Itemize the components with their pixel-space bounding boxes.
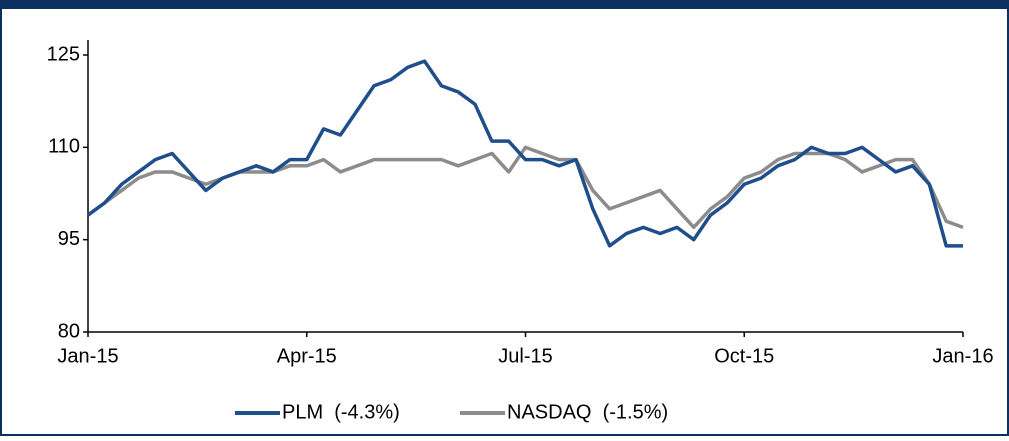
y-tick-label: 80 bbox=[58, 320, 80, 342]
y-tick-label: 110 bbox=[48, 136, 80, 158]
x-tick-label: Jan-16 bbox=[932, 345, 993, 367]
legend-label: PLM (-4.3%) bbox=[282, 401, 400, 423]
x-tick-label: Oct-15 bbox=[714, 345, 774, 367]
x-tick-label: Jan-15 bbox=[57, 345, 118, 367]
legend-label: NASDAQ (-1.5%) bbox=[507, 401, 668, 423]
header-bar bbox=[0, 0, 1009, 9]
series-line bbox=[86, 59, 963, 248]
y-tick-label: 125 bbox=[47, 43, 80, 65]
y-tick-label: 95 bbox=[58, 228, 80, 250]
x-tick-label: Jul-15 bbox=[498, 345, 552, 367]
x-tick-label: Apr-15 bbox=[277, 345, 337, 367]
